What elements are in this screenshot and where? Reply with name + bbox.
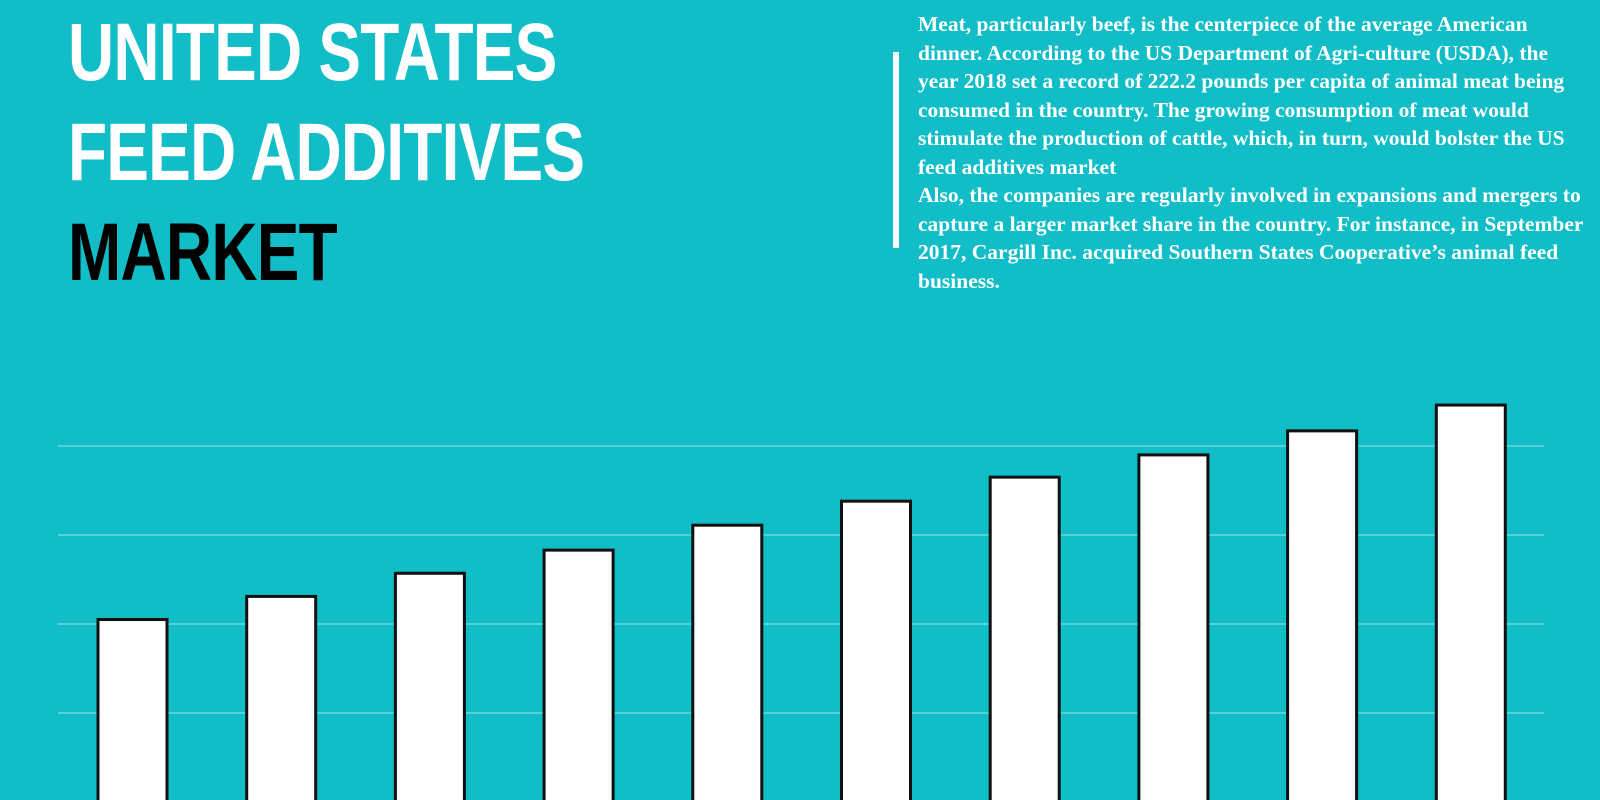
bar-6	[840, 499, 912, 800]
bar-7	[988, 475, 1061, 800]
title-line-feed-additives: FEED ADDITIVES	[68, 107, 585, 198]
bar-2	[245, 594, 318, 800]
description-paragraph-1: Meat, particularly beef, is the centerpi…	[918, 12, 1565, 179]
description-paragraph-2: Also, the companies are regularly involv…	[918, 183, 1584, 293]
bar-1	[96, 618, 169, 800]
bar-9	[1286, 429, 1359, 800]
bar-4	[542, 548, 615, 800]
bar-3	[393, 571, 466, 800]
bar-10	[1434, 403, 1507, 800]
title-line-market: MARKET	[68, 207, 338, 298]
description-text: Meat, particularly beef, is the centerpi…	[918, 10, 1588, 295]
title-line-united-states: UNITED STATES	[68, 7, 557, 98]
bar-5	[691, 523, 764, 800]
bar-8	[1137, 453, 1210, 800]
vertical-divider	[893, 52, 899, 248]
